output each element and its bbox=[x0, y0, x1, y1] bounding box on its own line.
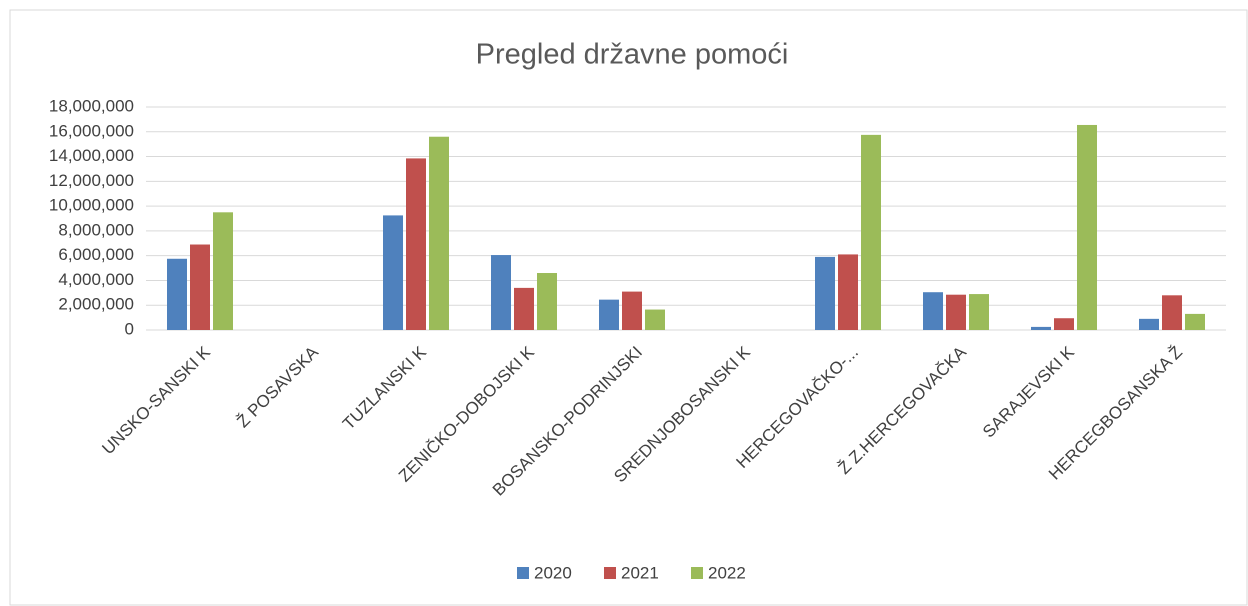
bar bbox=[946, 294, 966, 330]
y-tick-label: 16,000,000 bbox=[49, 121, 134, 140]
bar bbox=[1054, 318, 1074, 330]
bar bbox=[622, 291, 642, 330]
bar bbox=[815, 256, 835, 330]
bar bbox=[969, 294, 989, 330]
bar bbox=[406, 158, 426, 330]
bar bbox=[599, 299, 619, 330]
y-tick-label: 14,000,000 bbox=[49, 146, 134, 165]
bar bbox=[645, 309, 665, 330]
legend-label: 2021 bbox=[621, 563, 659, 582]
chart-title: Pregled državne pomoći bbox=[476, 39, 789, 71]
legend-label: 2020 bbox=[534, 563, 572, 582]
bar bbox=[514, 287, 534, 330]
bar bbox=[1162, 295, 1182, 330]
bar bbox=[1139, 318, 1159, 330]
bar bbox=[861, 134, 881, 330]
y-tick-label: 8,000,000 bbox=[58, 220, 134, 239]
bar bbox=[383, 215, 403, 330]
y-tick-label: 0 bbox=[125, 319, 134, 338]
bar bbox=[190, 244, 210, 330]
bar bbox=[167, 258, 187, 330]
y-tick-label: 18,000,000 bbox=[49, 96, 134, 115]
legend-label: 2022 bbox=[708, 563, 746, 582]
bar bbox=[213, 212, 233, 330]
y-tick-label: 10,000,000 bbox=[49, 196, 134, 215]
y-tick-label: 6,000,000 bbox=[58, 245, 134, 264]
bar bbox=[1077, 124, 1097, 330]
bar bbox=[429, 136, 449, 330]
y-tick-label: 2,000,000 bbox=[58, 295, 134, 314]
bar bbox=[537, 273, 557, 330]
legend-swatch bbox=[604, 567, 616, 579]
legend-swatch bbox=[691, 567, 703, 579]
bar bbox=[1185, 313, 1205, 330]
bar bbox=[1031, 326, 1051, 330]
bar bbox=[923, 292, 943, 330]
y-tick-label: 12,000,000 bbox=[49, 171, 134, 190]
bar bbox=[838, 254, 858, 330]
y-tick-label: 4,000,000 bbox=[58, 270, 134, 289]
bar bbox=[491, 255, 511, 330]
legend-swatch bbox=[517, 567, 529, 579]
